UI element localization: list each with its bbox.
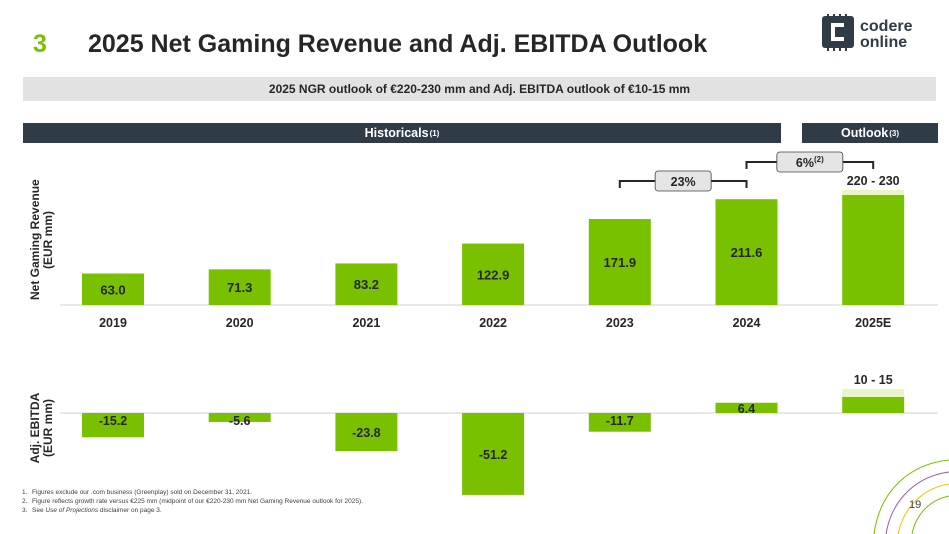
historicals-footnote-ref: (1): [429, 128, 440, 138]
ngr-tick-label-2023: 2023: [606, 316, 634, 330]
ebitda-data-label-2021: -23.8: [352, 426, 381, 440]
ngr-bar-2021: [335, 263, 398, 305]
footnote-1: 1. Figures exclude our .com business (Gre…: [22, 489, 253, 496]
outlook-label: Outlook: [841, 126, 889, 140]
growth-callout-label-2023-2024: 23%: [671, 175, 696, 189]
ngr-data-label-2023: 171.9: [604, 255, 637, 270]
section-number: 3: [33, 30, 47, 58]
ngr-tick-label-2019: 2019: [99, 316, 127, 330]
footnote-3: 3. See Use of Projections disclaimer on p…: [22, 507, 162, 514]
logo-text-line2: online: [860, 34, 907, 51]
page-title: 2025 Net Gaming Revenue and Adj. EBITDA …: [88, 30, 708, 58]
ngr-tick-label-2020: 2020: [226, 316, 254, 330]
historicals-label: Historicals: [364, 126, 429, 140]
growth-callout-footnote-ref: (2): [814, 155, 824, 164]
subtitle-band: 2025 NGR outlook of €220-230 mm and Adj.…: [23, 77, 936, 101]
page-number: 19: [909, 499, 922, 511]
ngr-bar-2022: [462, 243, 525, 305]
ngr-tick-label-2021: 2021: [352, 316, 380, 330]
ngr-tick-label-2025E: 2025E: [855, 316, 891, 330]
logo-text-line1: codere: [860, 18, 913, 35]
ngr-data-label-2024: 211.6: [731, 245, 763, 260]
ngr-bar-2019: [82, 273, 144, 305]
ebitda-bar-2025E-low: [842, 397, 905, 413]
ebitda-bar-2024: [715, 402, 778, 413]
growth-callout-box-2024-2025E: [776, 151, 844, 173]
ebitda-bar-2020: [208, 413, 271, 422]
ebitda-data-label-2024: 6.4: [738, 402, 755, 416]
ngr-data-label-2020: 71.3: [227, 280, 252, 295]
ebitda-bar-2025E-range: [842, 389, 905, 397]
ngr-bar-2025E-range: [842, 190, 905, 195]
decorative-swirl: [873, 459, 949, 534]
ngr-range-label-2025E: 220 - 230: [847, 174, 900, 188]
subtitle-text: 2025 NGR outlook of €220-230 mm and Adj.…: [268, 82, 691, 96]
footnotes: 1. Figures exclude our .com business (Gre…: [22, 488, 363, 515]
ngr-data-label-2019: 63.0: [100, 282, 125, 297]
ngr-data-label-2021: 83.2: [354, 277, 379, 292]
historicals-band: Historicals (1): [23, 123, 781, 143]
ngr-bar-2025E-low: [842, 195, 905, 305]
ngr-bar-2024: [715, 199, 778, 305]
ngr-data-label-2022: 122.9: [477, 267, 510, 282]
ebitda-data-label-2023: -11.7: [606, 414, 634, 428]
ebitda-bar-2022: [462, 413, 525, 495]
ebitda-bar-2019: [82, 413, 144, 438]
ebitda-bar-2023: [588, 413, 651, 432]
outlook-footnote-ref: (3): [889, 128, 899, 138]
ebitda-range-label-2025E: 10 - 15: [854, 373, 893, 387]
ngr-bar-2023: [588, 219, 651, 305]
ngr-tick-label-2022: 2022: [479, 316, 507, 330]
ebitda-data-label-2019: -15.2: [99, 414, 128, 428]
outlook-band: Outlook (3): [802, 123, 938, 143]
ebitda-data-label-2020: -5.6: [229, 414, 251, 428]
logo-chip-icon: [822, 16, 854, 48]
ngr-bar-2020: [208, 269, 271, 305]
ngr-tick-label-2024: 2024: [733, 316, 761, 330]
ebitda-data-label-2022: -51.2: [479, 448, 508, 462]
codere-online-logo: codere online: [822, 14, 913, 51]
growth-callout-box-2023-2024: [654, 170, 712, 192]
footnote-2: 2. Figure reflects growth rate versus €22…: [22, 498, 363, 505]
ebitda-bar-2021: [335, 413, 398, 452]
